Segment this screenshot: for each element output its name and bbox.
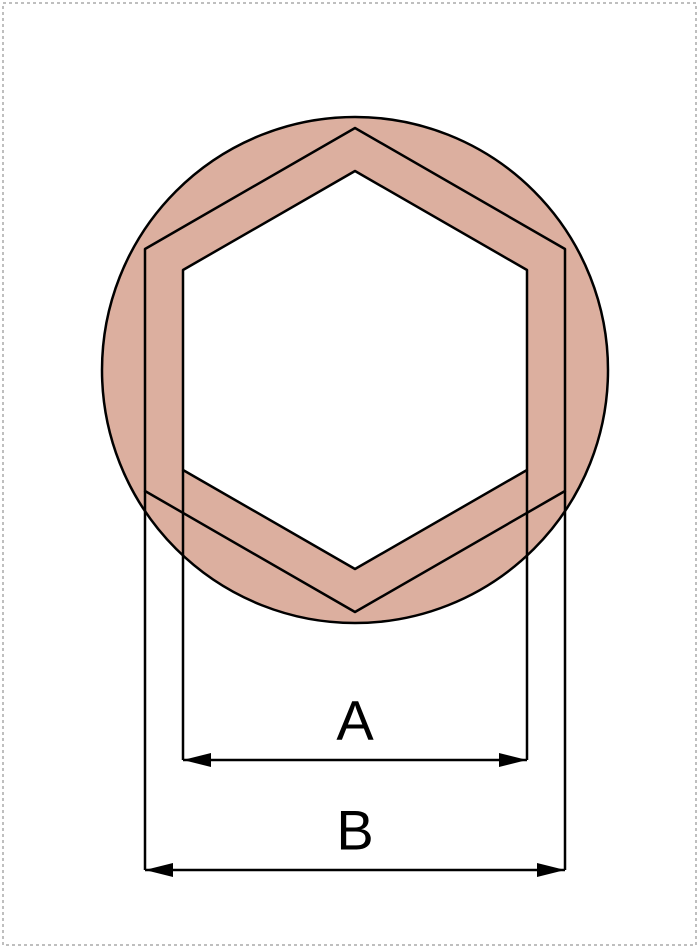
diagram-canvas: AB bbox=[0, 0, 700, 949]
dimension-a-label: A bbox=[336, 689, 374, 752]
dimension-b-label: B bbox=[336, 799, 373, 862]
